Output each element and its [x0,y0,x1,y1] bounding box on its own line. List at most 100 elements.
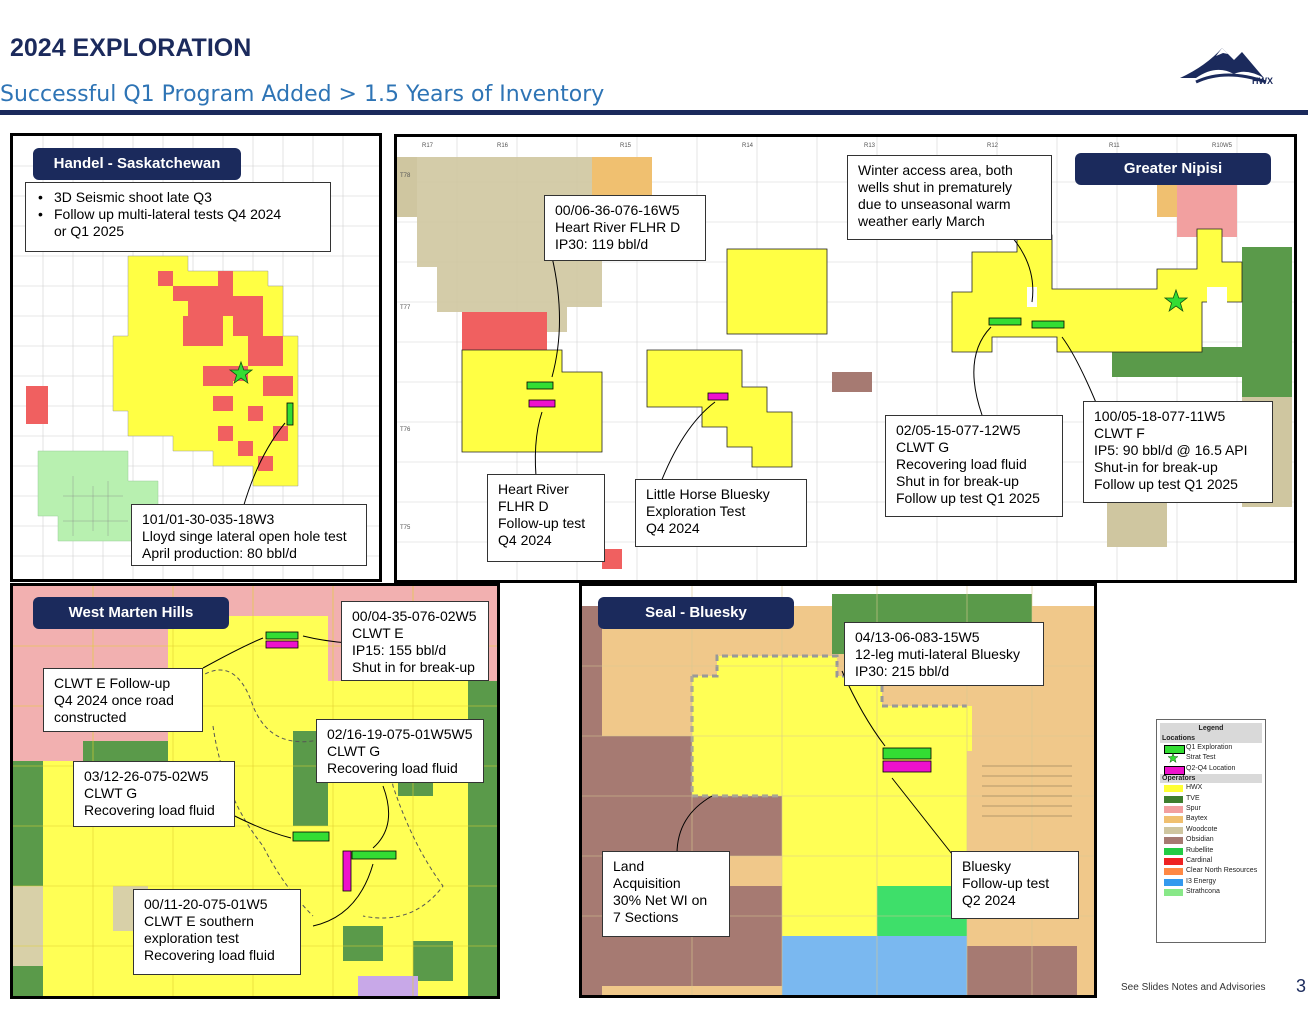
marten-well2-line: Recovering load fluid [327,760,458,776]
nipisi-well3-line: Shut-in for break-up [1094,459,1218,475]
legend-row: Strathcona [1160,887,1262,897]
seal-land-line: Land [613,858,645,874]
marten-followup-line: constructed [54,709,127,725]
marten-well2-callout: 02/16-19-075-01W5W5 CLWT G Recovering lo… [316,719,484,783]
nipisi-well2-line: CLWT G [896,439,950,455]
nipisi-winter-line: Winter access area, both [858,162,1013,178]
handel-bullet-2-cont: or Q1 2025 [54,223,125,239]
legend-label: Baytex [1186,815,1208,823]
handel-bullet-2: Follow up multi-lateral tests Q4 2024 [36,206,320,223]
marten-well1-line: CLWT E [352,625,404,641]
nipisi-little-horse-line: Q4 2024 [646,520,700,536]
handel-bullets-callout: 3D Seismic shoot late Q3 Follow up multi… [25,182,331,252]
nipisi-range-label: R11 [1109,143,1120,149]
marten-followup-line: Q4 2024 once road [54,692,174,708]
map-panel-west-marten-hills: West Marten Hills 00/04-35-076-02W5 CLWT… [10,583,500,999]
nipisi-well2-line: 02/05-15-077-12W5 [896,422,1021,438]
nipisi-well2-line: Follow up test Q1 2025 [896,490,1040,506]
legend-label: Cardinal [1186,856,1213,864]
nipisi-range-label: R12 [987,143,999,149]
handel-bullet-1: 3D Seismic shoot late Q3 [36,189,320,206]
nipisi-well1-line: 00/06-36-076-16W5 [555,202,680,218]
nipisi-township-label: T76 [400,427,411,433]
nipisi-well1-callout: 00/06-36-076-16W5 Heart River FLHR D IP3… [544,195,706,261]
seal-followup-line: Follow-up test [962,875,1050,891]
marten-well3-callout: 03/12-26-075-02W5 CLWT G Recovering load… [73,761,235,827]
nipisi-followup1-callout: Heart River FLHR D Follow-up test Q4 202… [487,474,605,562]
marten-well1-line: IP15: 155 bbl/d [352,642,447,658]
panel-title-west-marten-hills: West Marten Hills [33,597,229,629]
map-panel-handel: Handel - Saskatchewan 3D Seismic shoot l… [10,133,382,582]
marten-well4-line: 00/11-20-075-01W5 [144,896,268,912]
legend-row: HWX [1160,783,1262,793]
legend-row: Cardinal [1160,856,1262,866]
marten-well1-line: Shut in for break-up [352,659,475,675]
seal-followup-line: Bluesky [962,858,1012,874]
legend-label: Rubellite [1186,846,1214,854]
marten-well3-line: CLWT G [84,785,138,801]
nipisi-winter-line: wells shut in prematurely [858,179,1013,195]
nipisi-little-horse-callout: Little Horse Bluesky Exploration Test Q4… [635,479,807,547]
legend-row: Q2-Q4 Location [1160,764,1262,775]
legend-label: Clear North Resources [1186,867,1258,875]
nipisi-range-label: R16 [497,143,509,149]
marten-well3-line: Recovering load fluid [84,802,215,818]
marten-well4-line: exploration test [144,930,239,946]
seal-land-callout: Land Acquisition 30% Net WI on 7 Section… [602,851,730,937]
legend-label: HWX [1186,784,1203,792]
legend-label: Obsidian [1186,836,1214,844]
legend-row: Obsidian [1160,835,1262,845]
nipisi-followup1-line: Follow-up test [498,515,586,531]
nipisi-well2-line: Shut in for break-up [896,473,1019,489]
nipisi-range-label: R15 [620,143,632,149]
nipisi-range-label: R10W5 [1212,143,1233,149]
seal-land-line: 30% Net WI on [613,892,708,908]
nipisi-well1-line: Heart River FLHR D [555,219,681,235]
legend-label: I3 Energy [1186,877,1216,885]
seal-followup-line: Q2 2024 [962,892,1016,908]
nipisi-winter-line: weather early March [858,213,985,229]
marten-well4-line: Recovering load fluid [144,947,275,963]
map-panel-seal-bluesky: Seal - Bluesky 04/13-06-083-15W5 12-leg … [579,583,1097,998]
page-subtitle: Successful Q1 Program Added > 1.5 Years … [0,82,605,107]
legend-label: TVE [1186,794,1200,802]
legend-label: Woodcote [1186,825,1218,833]
page-number: 3 [1296,976,1307,996]
seal-well1-line: 04/13-06-083-15W5 [855,629,980,645]
panel-title-handel: Handel - Saskatchewan [33,148,241,180]
legend-row: Q1 Exploration [1160,743,1262,754]
marten-well2-line: CLWT G [327,743,381,759]
nipisi-followup1-line: Q4 2024 [498,532,552,548]
legend-row: I3 Energy [1160,877,1262,887]
footer-note: See Slides Notes and Advisories [1121,982,1266,993]
seal-well1-line: IP30: 215 bbl/d [855,663,950,679]
legend-locations-header: Locations [1160,734,1262,743]
marten-well4-line: CLWT E southern [144,913,254,929]
nipisi-range-label: R13 [864,143,876,149]
nipisi-well3-line: CLWT F [1094,425,1145,441]
marten-followup-callout: CLWT E Follow-up Q4 2024 once road const… [43,668,203,732]
legend-row: Spur [1160,804,1262,814]
seal-land-line: Acquisition [613,875,681,891]
nipisi-range-label: R17 [422,143,434,149]
seal-well1-callout: 04/13-06-083-15W5 12-leg muti-lateral Bl… [844,622,1044,686]
nipisi-well3-line: Follow up test Q1 2025 [1094,476,1238,492]
map-panel-greater-nipisi: R17 R16 R15 R14 R13 R12 R11 R10W5 T78 T7… [394,134,1297,583]
seal-well1-line: 12-leg muti-lateral Bluesky [855,646,1020,662]
nipisi-township-label: T75 [400,525,411,531]
handel-well-line-1: 101/01-30-035-18W3 [142,511,275,527]
seal-land-line: 7 Sections [613,909,679,925]
legend-row: Baytex [1160,814,1262,824]
legend-label: Q2-Q4 Location [1186,764,1236,772]
legend-operators-header: Operators [1160,774,1262,784]
legend-label: Strathcona [1186,888,1220,896]
panel-title-greater-nipisi: Greater Nipisi [1075,153,1271,185]
legend-title: Legend [1160,723,1262,734]
legend-label: Strat Test [1186,754,1216,762]
nipisi-winter-note: Winter access area, both wells shut in p… [847,155,1052,240]
header-rule [0,110,1308,115]
nipisi-range-label: R14 [742,143,754,149]
nipisi-little-horse-line: Exploration Test [646,503,746,519]
marten-well4-callout: 00/11-20-075-01W5 CLWT E southern explor… [133,889,301,975]
nipisi-well2-line: Recovering load fluid [896,456,1027,472]
